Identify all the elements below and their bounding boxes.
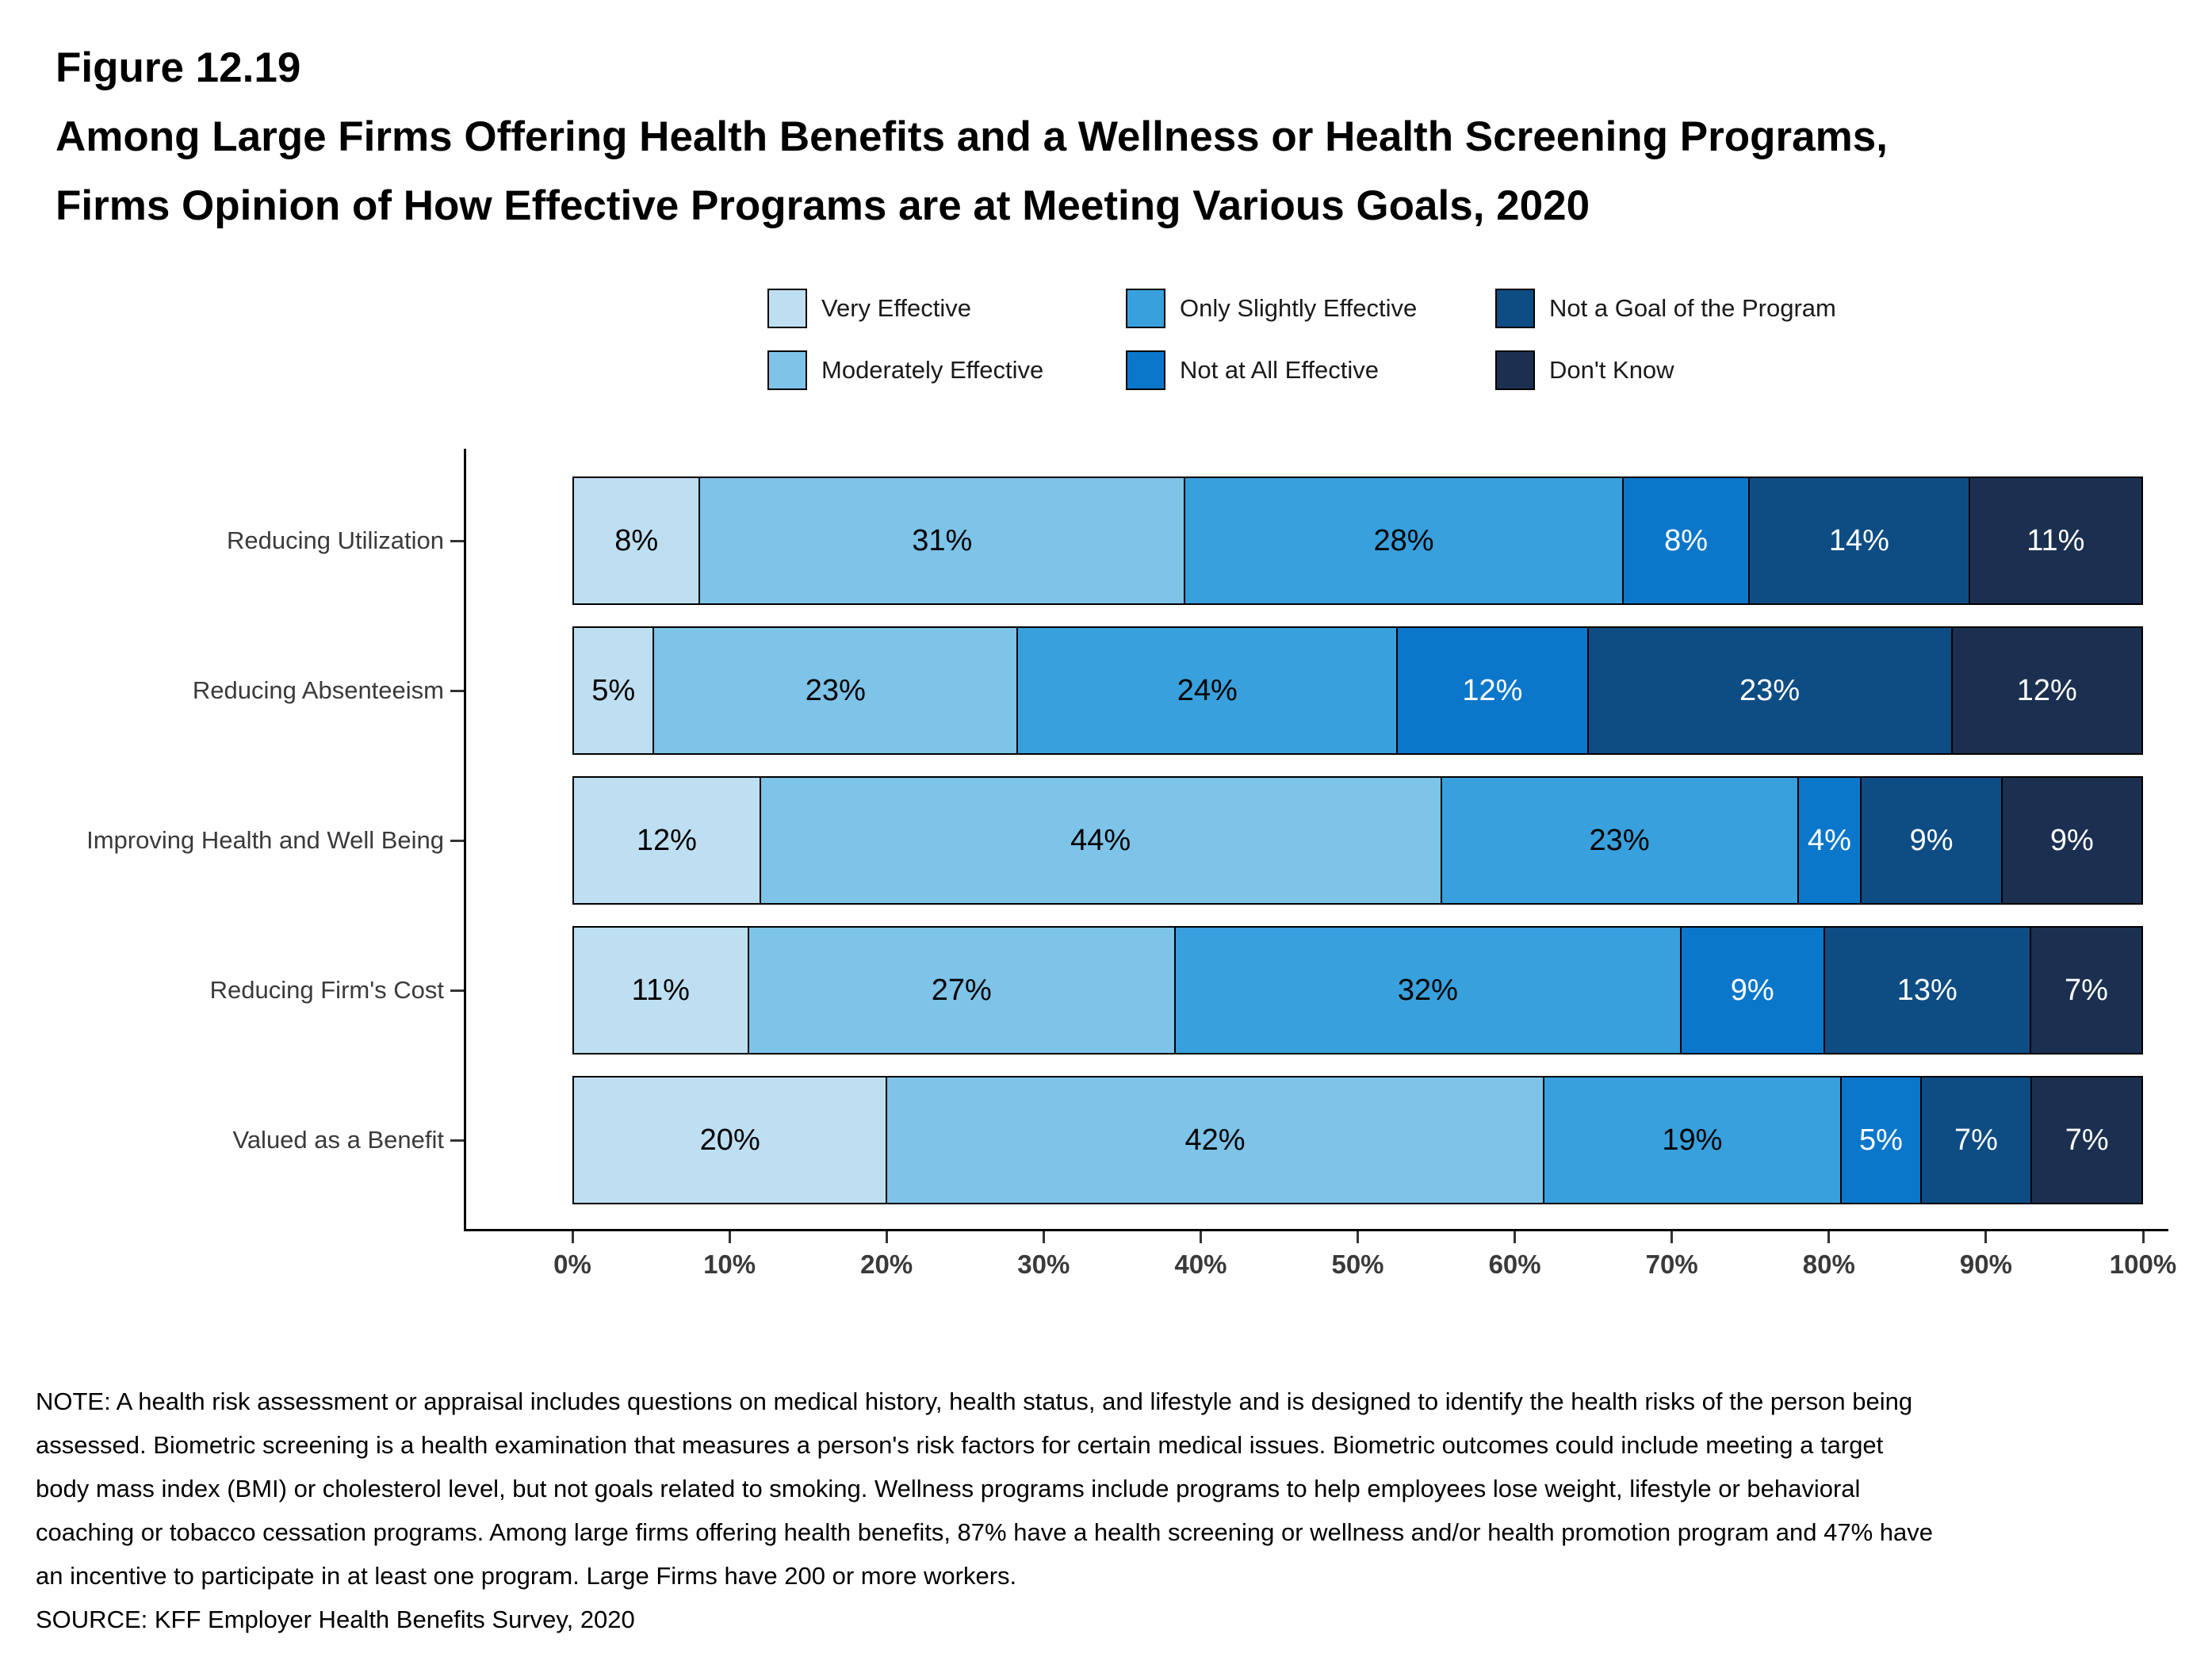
x-axis-tick-label: 30%: [1017, 1250, 1070, 1279]
bar-segment-very-effective: 11%: [572, 926, 749, 1054]
bar-segment-very-effective: 12%: [572, 776, 761, 905]
x-axis-tick: [1670, 1231, 1674, 1243]
x-axis-tick: [1514, 1231, 1517, 1243]
figure-title-line2: Firms Opinion of How Effective Programs …: [55, 182, 1590, 229]
figure-footer: NOTE: A health risk assessment or apprai…: [36, 1380, 1938, 1641]
legend-swatch-icon: [1126, 350, 1165, 390]
bar-row-reducing-absenteeism: 5% 23% 24% 12% 23% 12%: [572, 626, 2143, 755]
x-axis-tick-label: 20%: [860, 1250, 913, 1279]
bar-segment-very-effective: 5%: [572, 626, 655, 755]
x-axis-tick-label: 0%: [553, 1250, 591, 1279]
figure-title-line1: Among Large Firms Offering Health Benefi…: [55, 113, 1888, 160]
x-axis-tick: [1827, 1231, 1831, 1243]
bar-segment-only-slightly-effective: 32%: [1174, 926, 1682, 1054]
bar-segment-not-a-goal-of-the-program: 23%: [1586, 626, 1953, 755]
legend-label: Very Effective: [821, 294, 971, 322]
bar-segment-moderately-effective: 44%: [759, 776, 1442, 905]
figure-header: Figure 12.19 Among Large Firms Offering …: [55, 33, 1888, 240]
bar-segment-moderately-effective: 27%: [747, 926, 1177, 1054]
bar-segment-not-at-all-effective: 8%: [1621, 477, 1751, 605]
legend-label: Moderately Effective: [821, 356, 1044, 384]
legend: Very Effective Moderately Effective Only S…: [767, 278, 1836, 401]
bar-segment-don-t-know: 7%: [2029, 926, 2143, 1054]
bar-segment-only-slightly-effective: 28%: [1184, 477, 1624, 605]
y-axis-tick: [450, 1139, 464, 1142]
bar-segment-not-at-all-effective: 5%: [1840, 1076, 1922, 1204]
x-axis-tick: [885, 1231, 888, 1243]
legend-label: Not at All Effective: [1180, 356, 1379, 384]
legend-item-don-t-know: Don't Know: [1495, 350, 1836, 390]
x-axis-tick: [1042, 1231, 1045, 1243]
bar-segment-not-a-goal-of-the-program: 9%: [1860, 776, 2003, 905]
category-label-reducing-utilization: Reducing Utilization: [227, 526, 444, 554]
bar-row-valued-as-a-benefit: 20% 42% 19% 5% 7% 7%: [572, 1076, 2143, 1204]
legend-swatch-icon: [767, 289, 807, 328]
legend-swatch-icon: [1126, 289, 1165, 328]
y-axis-line: [464, 449, 466, 1231]
bar-segment-moderately-effective: 31%: [698, 477, 1186, 605]
y-axis-tick: [450, 839, 464, 842]
bar-segment-don-t-know: 12%: [1950, 626, 2143, 755]
bar-segment-don-t-know: 9%: [2000, 776, 2144, 905]
bar-segment-don-t-know: 7%: [2030, 1076, 2143, 1204]
bar-segment-not-at-all-effective: 4%: [1797, 776, 1862, 905]
source-text: SOURCE: KFF Employer Health Benefits Sur…: [36, 1606, 635, 1633]
bar-segment-only-slightly-effective: 19%: [1542, 1076, 1843, 1204]
legend-label: Not a Goal of the Program: [1549, 294, 1836, 322]
bar-segment-moderately-effective: 42%: [886, 1076, 1544, 1204]
bar-row-improving-health-and-well-being: 12% 44% 23% 4% 9% 9%: [572, 776, 2144, 905]
bar-row-reducing-firm-s-cost: 11% 27% 32% 9% 13% 7%: [572, 926, 2143, 1054]
legend-label: Only Slightly Effective: [1180, 294, 1418, 322]
legend-label: Don't Know: [1549, 356, 1674, 384]
note-text: NOTE: A health risk assessment or apprai…: [36, 1388, 1933, 1590]
x-axis-tick-label: 50%: [1331, 1250, 1384, 1279]
x-axis-line: [464, 1229, 2168, 1231]
bar-segment-not-at-all-effective: 12%: [1396, 626, 1589, 755]
x-axis-tick: [728, 1231, 731, 1243]
y-axis-tick: [450, 989, 464, 992]
legend-item-not-a-goal-of-the-program: Not a Goal of the Program: [1495, 289, 1836, 328]
bar-row-reducing-utilization: 8% 31% 28% 8% 14% 11%: [572, 477, 2143, 605]
legend-swatch-icon: [767, 350, 807, 390]
y-axis-tick: [450, 689, 464, 692]
category-label-reducing-absenteeism: Reducing Absenteeism: [192, 676, 444, 704]
bar-segment-only-slightly-effective: 24%: [1016, 626, 1399, 755]
legend-item-very-effective: Very Effective: [767, 289, 1126, 328]
y-axis-tick: [450, 539, 464, 542]
category-label-improving-health-and-well-being: Improving Health and Well Being: [86, 826, 444, 854]
bar-segment-don-t-know: 11%: [1968, 477, 2143, 605]
bar-segment-not-a-goal-of-the-program: 14%: [1748, 477, 1970, 605]
bar-segment-very-effective: 8%: [572, 477, 701, 605]
legend-item-moderately-effective: Moderately Effective: [767, 350, 1126, 390]
legend-item-only-slightly-effective: Only Slightly Effective: [1126, 289, 1495, 328]
x-axis-tick-label: 70%: [1645, 1250, 1698, 1279]
x-axis-tick-label: 100%: [2109, 1250, 2177, 1279]
legend-swatch-icon: [1495, 350, 1535, 390]
bar-segment-not-a-goal-of-the-program: 13%: [1823, 926, 2031, 1054]
category-label-valued-as-a-benefit: Valued as a Benefit: [232, 1126, 444, 1154]
x-axis-tick: [1199, 1231, 1202, 1243]
x-axis-tick-label: 10%: [703, 1250, 756, 1279]
bar-segment-very-effective: 20%: [572, 1076, 888, 1204]
x-axis-tick-label: 80%: [1802, 1250, 1855, 1279]
x-axis-tick: [571, 1231, 574, 1243]
x-axis-tick: [1357, 1231, 1359, 1243]
legend-swatch-icon: [1495, 289, 1535, 328]
bar-segment-only-slightly-effective: 23%: [1440, 776, 1799, 905]
x-axis-tick: [2141, 1231, 2145, 1243]
bar-segment-moderately-effective: 23%: [653, 626, 1019, 755]
x-axis-tick-label: 40%: [1174, 1250, 1227, 1279]
x-axis-tick-label: 90%: [1959, 1250, 2012, 1279]
x-axis-tick: [1984, 1231, 1988, 1243]
x-axis-tick-label: 60%: [1488, 1250, 1541, 1279]
legend-item-not-at-all-effective: Not at All Effective: [1126, 350, 1495, 390]
category-label-reducing-firm-s-cost: Reducing Firm's Cost: [209, 976, 444, 1004]
bar-segment-not-at-all-effective: 9%: [1679, 926, 1825, 1054]
bar-segment-not-a-goal-of-the-program: 7%: [1919, 1076, 2033, 1204]
figure-number: Figure 12.19: [55, 44, 301, 91]
